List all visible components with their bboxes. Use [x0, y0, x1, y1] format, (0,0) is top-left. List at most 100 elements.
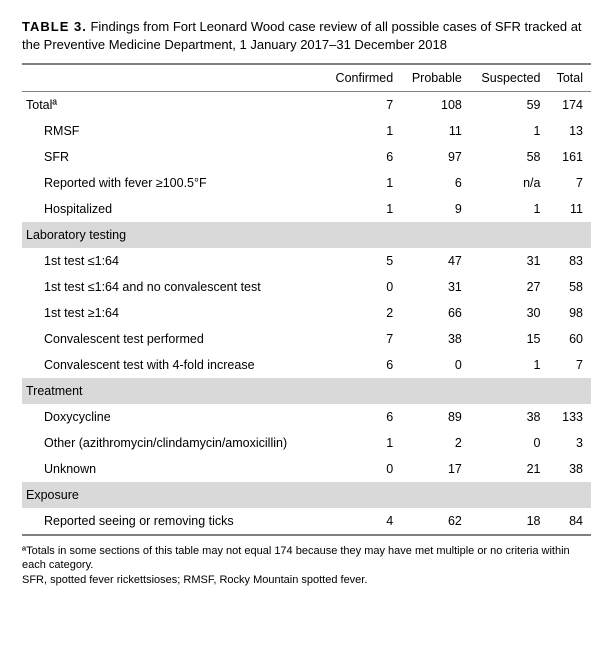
- cell: 108: [401, 92, 470, 119]
- cell: 62: [401, 508, 470, 535]
- cell: 9: [401, 196, 470, 222]
- table-row: 1st test ≤1:64 and no convalescent test0…: [22, 274, 591, 300]
- cell: 38: [470, 404, 549, 430]
- cell: 1: [470, 352, 549, 378]
- cell: 174: [548, 92, 591, 119]
- cell: 15: [470, 326, 549, 352]
- cell: 5: [324, 248, 401, 274]
- cell: 7: [548, 352, 591, 378]
- col-probable: Probable: [401, 64, 470, 92]
- cell: 31: [470, 248, 549, 274]
- table-row: SFR69758161: [22, 144, 591, 170]
- row-label: 1st test ≥1:64: [22, 300, 324, 326]
- cell: 133: [548, 404, 591, 430]
- cell: 7: [548, 170, 591, 196]
- table-row: Convalescent test performed7381560: [22, 326, 591, 352]
- table-row: Reported seeing or removing ticks4621884: [22, 508, 591, 535]
- cell: 98: [548, 300, 591, 326]
- table-row: Reported with fever ≥100.5°F16n/a7: [22, 170, 591, 196]
- header-row: Confirmed Probable Suspected Total: [22, 64, 591, 92]
- cell: 1: [470, 118, 549, 144]
- cell: 18: [470, 508, 549, 535]
- cell: 6: [324, 404, 401, 430]
- row-label: Reported with fever ≥100.5°F: [22, 170, 324, 196]
- cell: 59: [470, 92, 549, 119]
- cell: 6: [401, 170, 470, 196]
- cell: 30: [470, 300, 549, 326]
- cell: 3: [548, 430, 591, 456]
- cell: 4: [324, 508, 401, 535]
- cell: 38: [401, 326, 470, 352]
- cell: 83: [548, 248, 591, 274]
- section-header: Treatment: [22, 378, 591, 404]
- table-row: Unknown0172138: [22, 456, 591, 482]
- row-label: Hospitalized: [22, 196, 324, 222]
- cell: 7: [324, 92, 401, 119]
- row-label: SFR: [22, 144, 324, 170]
- table-row: RMSF111113: [22, 118, 591, 144]
- cell: 31: [401, 274, 470, 300]
- cell: 17: [401, 456, 470, 482]
- cell: 60: [548, 326, 591, 352]
- header-blank: [22, 64, 324, 92]
- cell: 58: [470, 144, 549, 170]
- row-label: Doxycycline: [22, 404, 324, 430]
- cell: 27: [470, 274, 549, 300]
- cell: 89: [401, 404, 470, 430]
- footnote-a: ªTotals in some sections of this table m…: [22, 544, 591, 573]
- section-header: Laboratory testing: [22, 222, 591, 248]
- cell: 6: [324, 144, 401, 170]
- row-label: Convalescent test performed: [22, 326, 324, 352]
- cell: 0: [470, 430, 549, 456]
- cell: 0: [324, 456, 401, 482]
- cell: 0: [324, 274, 401, 300]
- footnote-b: SFR, spotted fever rickettsioses; RMSF, …: [22, 573, 591, 587]
- row-label: Unknown: [22, 456, 324, 482]
- row-label: Totalª: [22, 92, 324, 119]
- cell: 21: [470, 456, 549, 482]
- section-label: Treatment: [22, 378, 591, 404]
- col-total: Total: [548, 64, 591, 92]
- cell: 97: [401, 144, 470, 170]
- cell: 1: [324, 170, 401, 196]
- cell: 13: [548, 118, 591, 144]
- table-row: Totalª710859174: [22, 92, 591, 119]
- table-row: Doxycycline68938133: [22, 404, 591, 430]
- cell: 11: [401, 118, 470, 144]
- row-label: 1st test ≤1:64 and no convalescent test: [22, 274, 324, 300]
- cell: 7: [324, 326, 401, 352]
- col-confirmed: Confirmed: [324, 64, 401, 92]
- row-label: 1st test ≤1:64: [22, 248, 324, 274]
- section-label: Laboratory testing: [22, 222, 591, 248]
- cell: 6: [324, 352, 401, 378]
- table-title: TABLE 3. Findings from Fort Leonard Wood…: [22, 18, 591, 53]
- section-header: Exposure: [22, 482, 591, 508]
- cell: 1: [470, 196, 549, 222]
- cell: 0: [401, 352, 470, 378]
- row-label: RMSF: [22, 118, 324, 144]
- cell: 1: [324, 196, 401, 222]
- table-row: 1st test ≥1:642663098: [22, 300, 591, 326]
- cell: 58: [548, 274, 591, 300]
- col-suspected: Suspected: [470, 64, 549, 92]
- cell: 1: [324, 118, 401, 144]
- row-label: Convalescent test with 4-fold increase: [22, 352, 324, 378]
- table-row: 1st test ≤1:645473183: [22, 248, 591, 274]
- table-number: TABLE 3.: [22, 19, 87, 34]
- cell: 66: [401, 300, 470, 326]
- footnote: ªTotals in some sections of this table m…: [22, 544, 591, 587]
- cell: 84: [548, 508, 591, 535]
- cell: n/a: [470, 170, 549, 196]
- cell: 2: [401, 430, 470, 456]
- cell: 2: [324, 300, 401, 326]
- row-label: Reported seeing or removing ticks: [22, 508, 324, 535]
- cell: 11: [548, 196, 591, 222]
- row-label: Other (azithromycin/clindamycin/amoxicil…: [22, 430, 324, 456]
- table-caption: Findings from Fort Leonard Wood case rev…: [22, 19, 582, 52]
- table-row: Convalescent test with 4-fold increase60…: [22, 352, 591, 378]
- section-label: Exposure: [22, 482, 591, 508]
- cell: 1: [324, 430, 401, 456]
- table-row: Other (azithromycin/clindamycin/amoxicil…: [22, 430, 591, 456]
- cell: 47: [401, 248, 470, 274]
- data-table: Confirmed Probable Suspected Total Total…: [22, 63, 591, 536]
